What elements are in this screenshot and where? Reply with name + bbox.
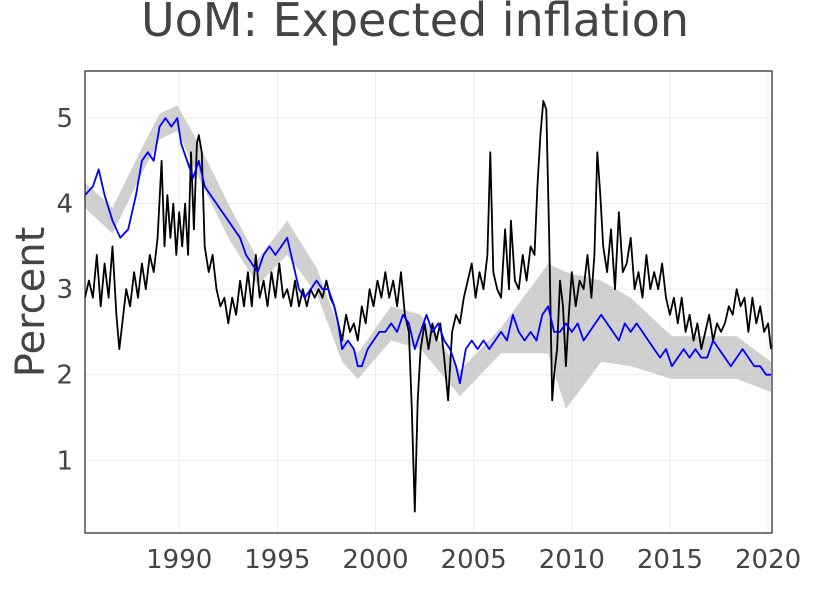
y-tick-label: 3 bbox=[56, 275, 73, 305]
y-tick-label: 1 bbox=[56, 446, 73, 476]
y-axis-label: Percent bbox=[8, 227, 54, 378]
chart-title: UoM: Expected inflation bbox=[141, 0, 689, 47]
x-tick-label: 2010 bbox=[539, 545, 605, 575]
x-tick-label: 2020 bbox=[735, 545, 801, 575]
x-tick-label: 2015 bbox=[637, 545, 703, 575]
x-tick-label: 2005 bbox=[441, 545, 507, 575]
x-tick-label: 1995 bbox=[244, 545, 310, 575]
y-tick-label: 4 bbox=[56, 190, 73, 220]
plot-frame bbox=[84, 70, 773, 534]
y-axis-ticks: 1 2 3 4 5 bbox=[56, 104, 73, 476]
confidence-band bbox=[85, 105, 771, 409]
confidence-band-group bbox=[85, 105, 771, 409]
x-axis-ticks: 1990 1995 2000 2005 2010 2015 2020 bbox=[146, 545, 801, 575]
y-tick-label: 2 bbox=[56, 361, 73, 391]
series-line-survey bbox=[84, 100, 772, 513]
series-group bbox=[84, 100, 772, 513]
x-tick-label: 2000 bbox=[342, 545, 408, 575]
series-line-model bbox=[84, 117, 771, 385]
x-tick-label: 1990 bbox=[146, 545, 212, 575]
y-tick-label: 5 bbox=[56, 104, 73, 134]
